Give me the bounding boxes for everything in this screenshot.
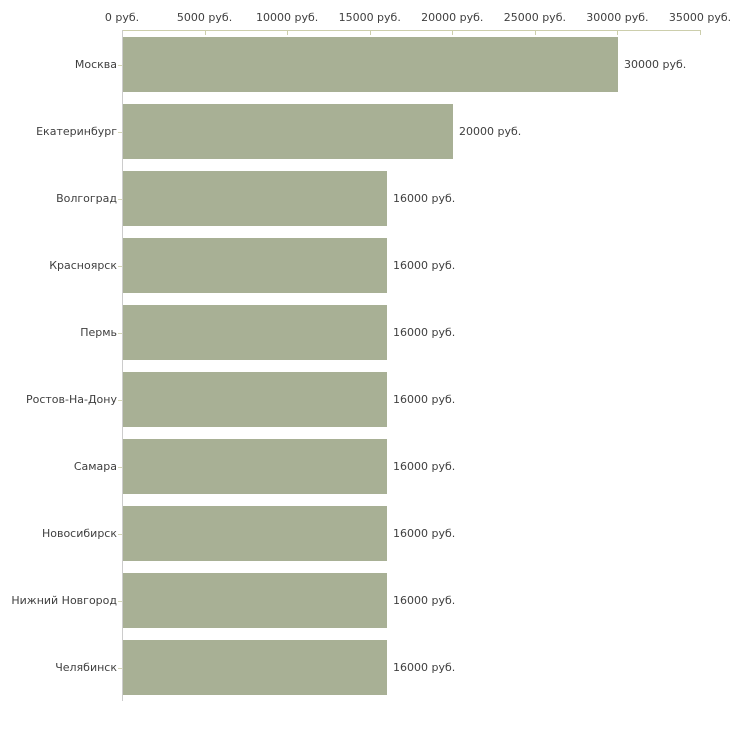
y-tick-mark bbox=[118, 400, 122, 401]
x-tick-label: 25000 руб. bbox=[503, 11, 566, 24]
y-tick-mark bbox=[118, 601, 122, 602]
category-label: Новосибирск bbox=[41, 526, 117, 540]
y-tick-mark bbox=[118, 199, 122, 200]
x-tick-mark bbox=[452, 30, 453, 35]
value-label: 16000 руб. bbox=[393, 191, 456, 205]
x-tick-label: 0 руб. bbox=[104, 11, 140, 24]
category-label: Нижний Новгород bbox=[11, 593, 117, 607]
x-tick-label: 10000 руб. bbox=[256, 11, 319, 24]
category-label: Челябинск bbox=[55, 660, 117, 674]
bar bbox=[123, 506, 387, 561]
bar bbox=[123, 372, 387, 427]
bar bbox=[123, 171, 387, 226]
x-tick-label: 30000 руб. bbox=[586, 11, 649, 24]
y-tick-mark bbox=[118, 534, 122, 535]
bar bbox=[123, 640, 387, 695]
value-label: 16000 руб. bbox=[393, 459, 456, 473]
x-axis-line bbox=[122, 30, 700, 31]
category-label: Ростов-На-Дону bbox=[25, 392, 117, 406]
value-label: 16000 руб. bbox=[393, 392, 456, 406]
x-tick-mark bbox=[287, 30, 288, 35]
x-tick-mark bbox=[700, 30, 701, 35]
x-tick-label: 20000 руб. bbox=[421, 11, 484, 24]
x-tick-label: 5000 руб. bbox=[176, 11, 233, 24]
value-label: 16000 руб. bbox=[393, 660, 456, 674]
value-label: 16000 руб. bbox=[393, 593, 456, 607]
category-label: Красноярск bbox=[49, 258, 117, 272]
x-tick-mark bbox=[370, 30, 371, 35]
bar bbox=[123, 238, 387, 293]
y-tick-mark bbox=[118, 333, 122, 334]
x-tick-mark bbox=[617, 30, 618, 35]
bar bbox=[123, 305, 387, 360]
value-label: 16000 руб. bbox=[393, 526, 456, 540]
bar bbox=[123, 104, 453, 159]
x-tick-label: 35000 руб. bbox=[668, 11, 730, 24]
category-label: Волгоград bbox=[56, 191, 117, 205]
category-label: Самара bbox=[73, 459, 117, 473]
bar bbox=[123, 37, 618, 92]
value-label: 16000 руб. bbox=[393, 258, 456, 272]
x-tick-label: 15000 руб. bbox=[338, 11, 401, 24]
y-tick-mark bbox=[118, 65, 122, 66]
x-tick-mark bbox=[535, 30, 536, 35]
bar bbox=[123, 439, 387, 494]
category-label: Пермь bbox=[80, 325, 117, 339]
y-tick-mark bbox=[118, 132, 122, 133]
value-label: 30000 руб. bbox=[624, 57, 687, 71]
y-tick-mark bbox=[118, 668, 122, 669]
category-label: Москва bbox=[74, 57, 117, 71]
value-label: 20000 руб. bbox=[459, 124, 522, 138]
value-label: 16000 руб. bbox=[393, 325, 456, 339]
y-tick-mark bbox=[118, 266, 122, 267]
x-tick-mark bbox=[205, 30, 206, 35]
y-axis-line bbox=[122, 30, 123, 701]
category-label: Екатеринбург bbox=[36, 124, 117, 138]
y-tick-mark bbox=[118, 467, 122, 468]
bar bbox=[123, 573, 387, 628]
